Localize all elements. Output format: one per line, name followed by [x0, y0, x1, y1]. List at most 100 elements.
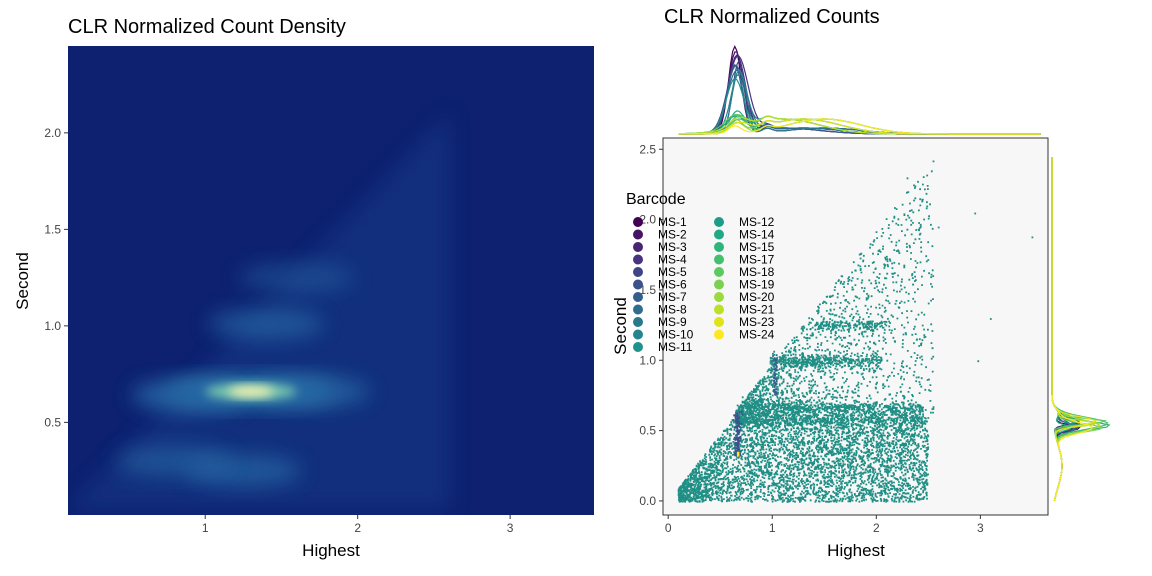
legend-key: [714, 317, 724, 327]
legend-key: [633, 342, 643, 352]
legend-label: MS-15: [739, 240, 775, 254]
right-density-line: [1051, 157, 1109, 502]
top-marginal-density: [678, 45, 1041, 135]
scatter-y-ticks: 0.0 0.5 1.0 1.5 2.0 2.5: [639, 142, 663, 508]
x-tick-label: 0: [665, 521, 672, 535]
right-density-line: [1051, 157, 1093, 502]
legend-label: MS-2: [658, 228, 687, 242]
legend-key: [714, 267, 724, 277]
legend-key: [714, 229, 724, 240]
legend-label: MS-9: [658, 315, 687, 329]
y-tick-label: 1.5: [44, 222, 61, 236]
legend-key: [633, 279, 643, 290]
legend-key: [714, 242, 724, 252]
legend-label: MS-20: [739, 290, 775, 304]
y-tick-label: 1.0: [639, 353, 656, 367]
y-tick-label: 2.5: [639, 142, 656, 156]
x-tick-label: 1: [202, 521, 209, 535]
right-density-line: [1051, 157, 1075, 502]
legend-label: MS-3: [658, 240, 687, 254]
x-tick-label: 2: [873, 521, 880, 535]
right-density-line: [1051, 157, 1078, 502]
density-y-axis-title: Second: [13, 252, 32, 310]
legend-label: MS-11: [658, 340, 693, 354]
legend-title: Barcode: [626, 191, 686, 208]
y-tick-label: 2.0: [44, 126, 61, 140]
right-marginal-density: [1051, 157, 1111, 502]
right-density-line: [1051, 157, 1075, 502]
legend-key: [714, 279, 724, 290]
right-density-line: [1051, 157, 1097, 502]
legend-label: MS-18: [739, 265, 775, 279]
scatter-point: [736, 451, 740, 457]
legend-key: [633, 242, 643, 252]
x-tick-label: 1: [769, 521, 776, 535]
legend-key: [714, 217, 724, 227]
right-density-line: [1051, 157, 1099, 502]
legend-key: [633, 329, 643, 340]
x-tick-label: 2: [354, 521, 361, 535]
legend-key: [633, 254, 643, 265]
scatter-x-axis-title: Highest: [827, 541, 885, 560]
x-tick-label: 3: [977, 521, 984, 535]
legend-key: [714, 329, 724, 340]
scatter-point-streak: [772, 354, 778, 396]
density-peak-max: [228, 386, 274, 397]
density-panel: CLR Normalized Count Density 1 2 3 0.5 1.0 1…: [13, 16, 594, 560]
density-x-axis-title: Highest: [302, 541, 360, 560]
y-tick-label: 2.0: [639, 213, 656, 227]
right-density-line: [1051, 157, 1111, 502]
right-density-line: [1051, 157, 1078, 502]
legend-label: MS-4: [658, 253, 687, 267]
right-density-line: [1051, 157, 1076, 502]
right-density-line: [1051, 157, 1081, 502]
legend-key: [633, 292, 643, 302]
density-x-ticks: 1 2 3: [202, 515, 514, 535]
scatter-x-ticks: 0 1 2 3: [665, 515, 984, 535]
legend-key: [714, 292, 724, 302]
right-density-line: [1051, 157, 1081, 502]
legend-key: [633, 217, 643, 227]
right-density-line: [1051, 157, 1075, 502]
top-density-line: [678, 118, 1041, 135]
legend-key: [633, 317, 643, 327]
density-title: CLR Normalized Count Density: [68, 16, 346, 38]
scatter-point-cloud: [677, 160, 1034, 503]
scatter-panel: CLR Normalized Counts 0 1 2 3 0.0 0.5 1.0 1.5 2…: [611, 6, 1111, 560]
density-peak: [116, 445, 233, 477]
y-tick-label: 0.0: [639, 494, 656, 508]
density-blobs: [68, 113, 450, 510]
density-y-ticks: 0.5 1.0 1.5 2.0: [44, 126, 68, 429]
scatter-y-axis-title: Second: [611, 297, 630, 355]
scatter-point-streak: [732, 410, 744, 458]
legend-label: MS-23: [739, 315, 775, 329]
scatter-title: CLR Normalized Counts: [664, 6, 880, 28]
legend-label: MS-21: [739, 303, 775, 317]
scatter-points: [677, 160, 1034, 503]
legend-key: [633, 229, 643, 240]
legend-label: MS-12: [739, 215, 775, 229]
legend-label: MS-19: [739, 278, 775, 292]
legend-label: MS-6: [658, 278, 687, 292]
legend-label: MS-14: [739, 228, 775, 242]
legend-label: MS-8: [658, 303, 687, 317]
y-tick-label: 0.5: [44, 415, 61, 429]
legend-label: MS-7: [658, 290, 687, 304]
barcode-legend: Barcode MS-1MS-2MS-3MS-4MS-5MS-6MS-7MS-8…: [626, 191, 775, 354]
x-tick-label: 3: [507, 521, 514, 535]
right-density-line: [1051, 157, 1078, 502]
y-tick-label: 1.5: [639, 283, 656, 297]
legend-label: MS-10: [658, 328, 694, 342]
legend-label: MS-24: [739, 328, 775, 342]
legend-key: [714, 304, 724, 315]
density-peak: [254, 375, 370, 408]
legend-label: MS-17: [739, 253, 775, 267]
legend-label: MS-1: [658, 215, 687, 229]
y-tick-label: 0.5: [639, 424, 656, 438]
legend-key: [714, 254, 724, 265]
density-peak: [238, 262, 355, 294]
right-density-line: [1051, 157, 1079, 502]
legend-key: [633, 304, 643, 315]
density-peak: [208, 308, 325, 340]
